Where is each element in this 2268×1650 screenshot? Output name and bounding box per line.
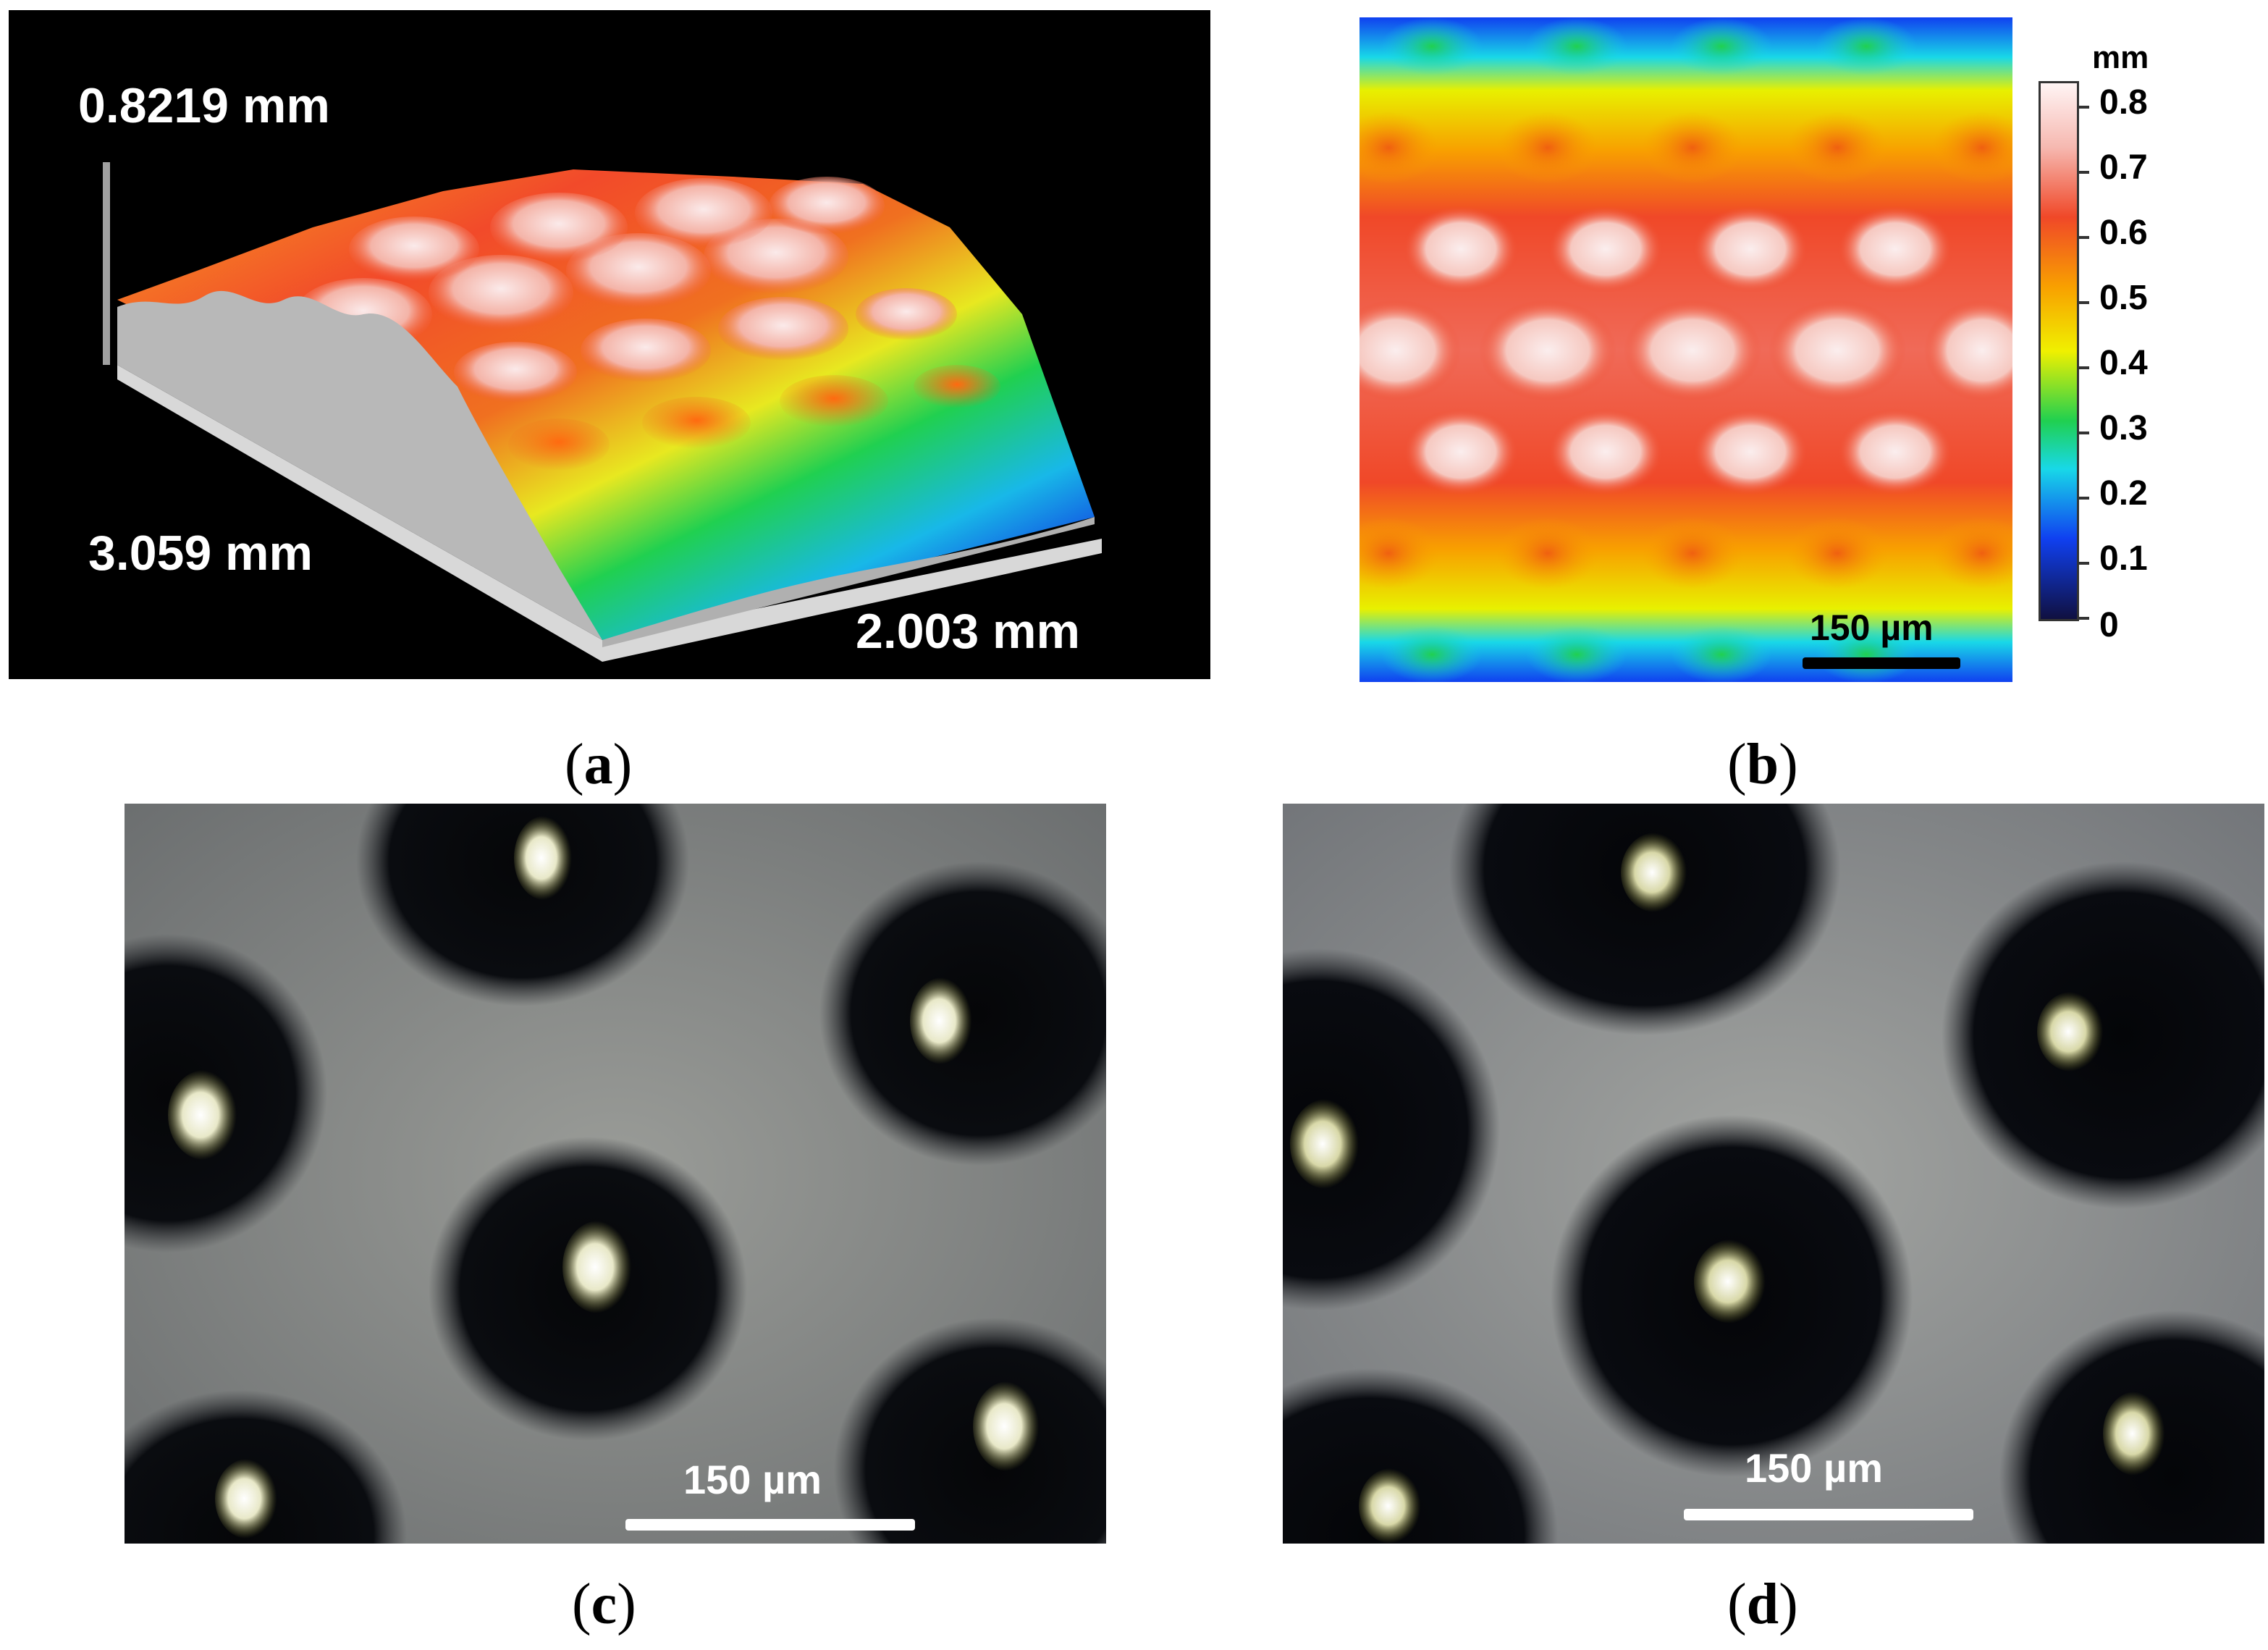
front-edge <box>602 517 1095 647</box>
surface-3d-panel <box>9 10 1210 679</box>
micrograph-d-render <box>1283 804 2264 1544</box>
colorbar-tick-0-2: 0.2 <box>2099 474 2148 513</box>
colorbar-tick-0-4: 0.4 <box>2099 344 2148 382</box>
colorbar-tick-mark <box>2079 366 2089 369</box>
micrograph-c-render <box>125 804 1106 1544</box>
caption-d: (d) <box>1727 1573 1798 1636</box>
colorbar-tick-mark <box>2079 236 2089 239</box>
colorbar-tick-mark <box>2079 106 2089 109</box>
micrograph-c-panel <box>125 804 1106 1544</box>
micrograph-c-scalebar-label: 150 µm <box>683 1457 822 1502</box>
cross-section-face <box>117 290 602 640</box>
colorbar-tick-mark <box>2079 432 2089 434</box>
micrograph-c-glints <box>168 816 1042 1539</box>
colorbar-tick-0-5: 0.5 <box>2099 279 2148 317</box>
colorbar-tick-mark <box>2079 497 2089 500</box>
x-length-label: 2.003 mm <box>856 604 1080 659</box>
colorbar-tick-0-6: 0.6 <box>2099 214 2148 252</box>
caption-a: (a) <box>565 733 633 796</box>
colorbar-unit: mm <box>2092 40 2149 75</box>
z-axis-scale <box>103 162 110 365</box>
colorbar <box>2039 81 2079 621</box>
height-map-spots <box>1359 17 2012 682</box>
micrograph-d-panel <box>1283 804 2264 1544</box>
colorbar-tick-0-3: 0.3 <box>2099 409 2148 447</box>
micrograph-d-scalebar-label: 150 µm <box>1745 1445 1884 1491</box>
surface-3d-render <box>103 162 1102 662</box>
micrograph-d-glints <box>1290 833 2168 1544</box>
micrograph-c-scalebar <box>625 1519 915 1531</box>
micrograph-d-scalebar <box>1684 1509 1973 1520</box>
height-map-scalebar <box>1803 657 1960 669</box>
caption-c: (c) <box>572 1573 636 1636</box>
colorbar-tick-0-8: 0.8 <box>2099 83 2148 122</box>
colorbar-tick-mark <box>2079 301 2089 304</box>
colorbar-tick-0: 0 <box>2099 606 2119 644</box>
height-map-scalebar-label: 150 µm <box>1810 607 1934 648</box>
colorbar-tick-0-7: 0.7 <box>2099 148 2148 187</box>
colorbar-tick-0-1: 0.1 <box>2099 539 2148 578</box>
z-height-label: 0.8219 mm <box>78 78 330 133</box>
colorbar-tick-mark <box>2079 617 2089 620</box>
y-length-label: 3.059 mm <box>88 526 313 581</box>
height-map-render <box>1359 17 2012 682</box>
surface-bumps <box>295 177 1000 471</box>
colorbar-tick-mark <box>2079 562 2089 565</box>
caption-b: (b) <box>1727 733 1798 796</box>
colorbar-tick-mark <box>2079 171 2089 174</box>
height-map-panel <box>1359 17 2012 682</box>
